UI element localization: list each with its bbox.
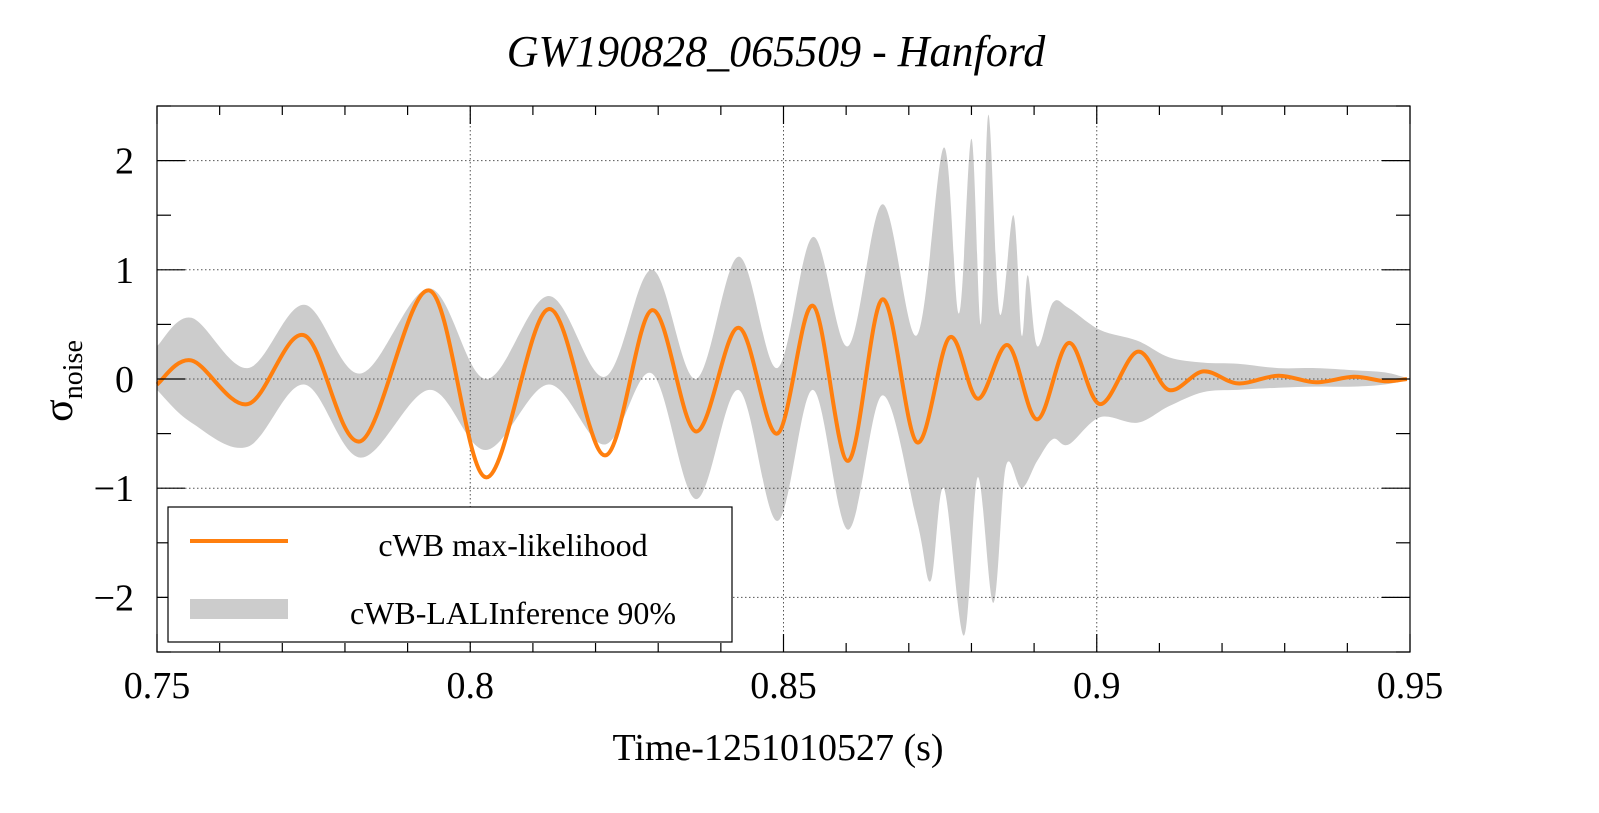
y-tick-label: 2 (115, 141, 134, 183)
y-tick-label: −1 (94, 468, 134, 510)
legend-band-swatch (190, 599, 288, 619)
y-axis-label: σnoise (36, 340, 89, 422)
legend: cWB max-likelihood cWB-LALInference 90% (167, 506, 733, 643)
x-axis-label: Time-1251010527 (s) (612, 727, 943, 769)
chart-title: GW190828_065509 - Hanford (507, 27, 1047, 76)
y-tick-label: 0 (115, 359, 134, 401)
axes-layer: 0.75 0.8 0.85 0.9 0.95 −2 −1 0 1 2 (94, 105, 1444, 707)
y-tick-label: 1 (115, 250, 134, 292)
line-layer (155, 288, 1408, 480)
max-likelihood-line (155, 288, 1408, 480)
y-axis-label-symbol: σ (36, 399, 82, 422)
legend-box (167, 506, 733, 643)
y-tick-label: −2 (94, 577, 134, 619)
confidence-band (157, 114, 1407, 636)
x-tick-label: 0.8 (447, 665, 495, 707)
x-tick-label: 0.95 (1377, 665, 1444, 707)
x-tick-label: 0.75 (124, 665, 191, 707)
grid-layer (157, 106, 1410, 652)
x-tick-label: 0.85 (750, 665, 817, 707)
y-axis-label-subscript: noise (58, 340, 89, 399)
confidence-band-layer (157, 114, 1407, 636)
legend-line-label: cWB max-likelihood (378, 527, 647, 563)
x-tick-label: 0.9 (1073, 665, 1121, 707)
legend-band-label: cWB-LALInference 90% (350, 595, 676, 631)
